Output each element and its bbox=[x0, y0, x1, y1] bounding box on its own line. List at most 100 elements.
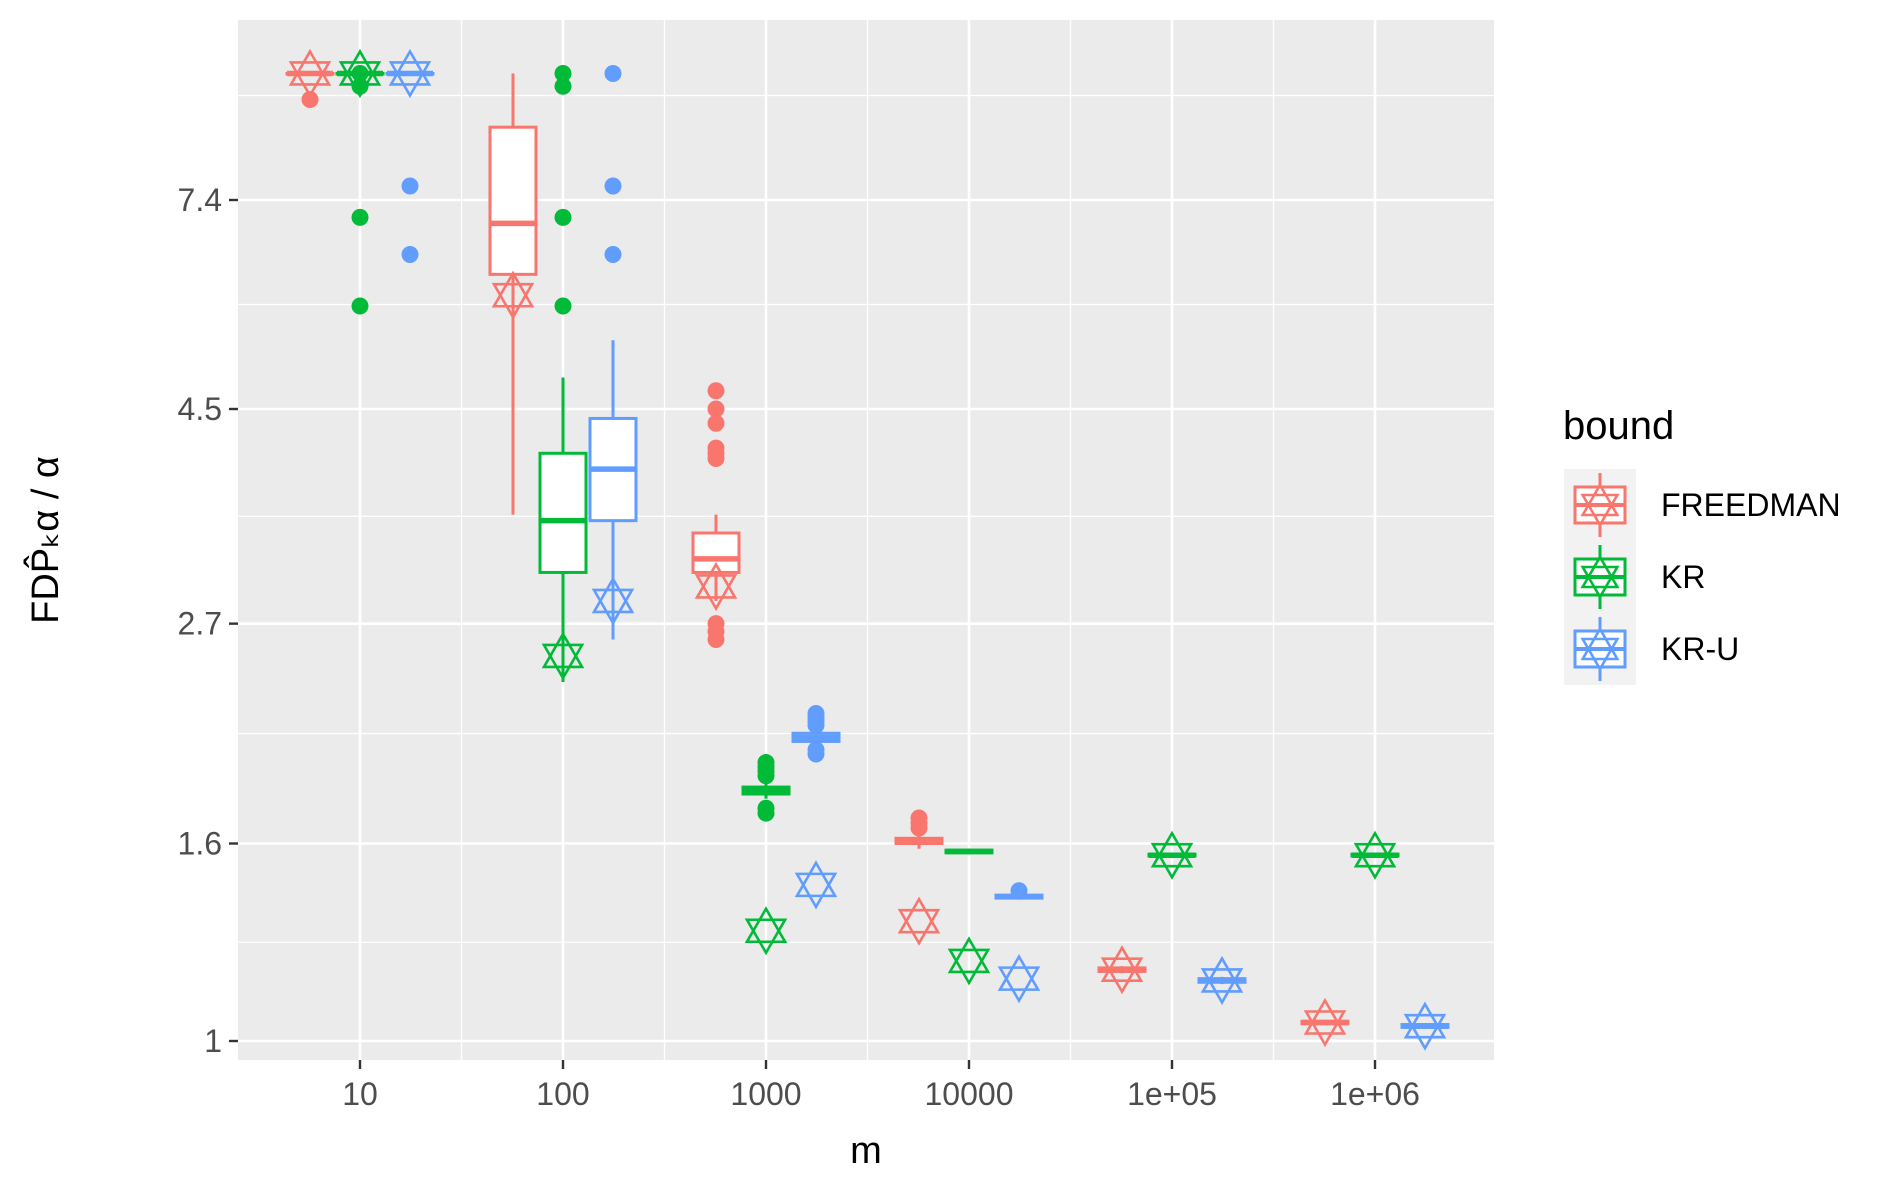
mean-marker bbox=[694, 561, 738, 612]
outlier-point bbox=[604, 177, 622, 195]
mean-marker-triangle-down bbox=[591, 588, 635, 626]
mean-marker-triangle-up bbox=[338, 48, 382, 86]
mean-marker-triangle-up bbox=[694, 561, 738, 599]
outlier-point bbox=[401, 177, 419, 195]
outlier-point bbox=[910, 809, 928, 827]
mean-marker bbox=[388, 48, 432, 99]
outlier-point bbox=[807, 741, 825, 759]
outlier-point bbox=[807, 705, 825, 723]
y-tick-label: 2.7 bbox=[178, 606, 222, 642]
mean-marker-triangle-up bbox=[1150, 830, 1194, 868]
box bbox=[538, 451, 588, 574]
mean-marker bbox=[1403, 1001, 1447, 1051]
box-group bbox=[385, 48, 435, 263]
mean-marker bbox=[897, 896, 941, 946]
x-axis: 10 100 1000 10000 1e+05 1e+06 bbox=[342, 1060, 1420, 1112]
series-kr-u bbox=[385, 48, 1450, 1051]
box-group bbox=[894, 809, 944, 946]
outlier-point bbox=[604, 64, 622, 82]
mean-marker-triangle-up bbox=[491, 270, 535, 308]
mean-marker-triangle-down bbox=[744, 918, 788, 956]
x-axis-title: m bbox=[850, 1130, 882, 1172]
legend-key-freedman bbox=[1564, 469, 1636, 541]
mean-marker-triangle-up bbox=[947, 936, 991, 974]
grid-minor bbox=[238, 20, 1494, 1060]
box-group bbox=[588, 64, 638, 640]
mean-marker-triangle-down bbox=[388, 61, 432, 99]
mean-marker-triangle-up bbox=[1580, 554, 1620, 589]
mean-marker-triangle-down bbox=[1100, 957, 1144, 995]
legend: bound FREEDMAN KR KR-U bbox=[1563, 404, 1841, 685]
mean-marker bbox=[1100, 945, 1144, 995]
x-tick-label: 100 bbox=[536, 1076, 589, 1112]
mean-marker-triangle-up bbox=[1403, 1001, 1447, 1039]
box-group bbox=[1147, 830, 1197, 880]
outlier-point bbox=[401, 245, 419, 263]
outlier-point bbox=[554, 297, 572, 315]
outlier-point bbox=[604, 245, 622, 263]
chart-marks bbox=[285, 48, 1450, 1051]
mean-marker bbox=[1580, 554, 1620, 600]
outlier-point bbox=[554, 64, 572, 82]
mean-marker-triangle-down bbox=[1200, 968, 1244, 1006]
mean-marker bbox=[1580, 482, 1620, 528]
mean-marker-triangle-down bbox=[338, 61, 382, 99]
box bbox=[488, 125, 538, 276]
y-axis: 1 1.6 2.7 4.5 7.4 bbox=[178, 182, 238, 1059]
legend-title: bound bbox=[1563, 404, 1674, 448]
x-tick-label: 1e+05 bbox=[1127, 1076, 1217, 1112]
box-group bbox=[791, 705, 841, 910]
mean-marker-triangle-down bbox=[694, 574, 738, 612]
mean-marker bbox=[1580, 626, 1620, 672]
outlier-point bbox=[707, 400, 725, 418]
box-group bbox=[335, 48, 385, 315]
box-group bbox=[741, 754, 791, 956]
mean-marker-triangle-down bbox=[1580, 637, 1620, 672]
mean-marker-triangle-down bbox=[1580, 493, 1620, 528]
mean-marker bbox=[794, 860, 838, 910]
mean-marker-triangle-down bbox=[1580, 565, 1620, 600]
mean-marker-triangle-up bbox=[1580, 482, 1620, 517]
box-group bbox=[691, 382, 741, 649]
mean-marker-triangle-up bbox=[1100, 945, 1144, 982]
mean-marker-triangle-up bbox=[897, 896, 941, 934]
y-axis-title-label: FDP̂ₖα / α bbox=[23, 456, 67, 624]
mean-marker bbox=[338, 48, 382, 99]
series-freedman bbox=[285, 48, 1350, 1048]
mean-marker bbox=[1150, 830, 1194, 880]
mean-marker-triangle-up bbox=[1303, 997, 1347, 1035]
mean-marker bbox=[288, 48, 332, 99]
mean-marker-triangle-up bbox=[388, 48, 432, 86]
mean-marker bbox=[491, 270, 535, 320]
outlier-point bbox=[707, 414, 725, 432]
box bbox=[691, 531, 741, 574]
y-tick-label: 7.4 bbox=[178, 182, 222, 218]
legend-label: KR bbox=[1661, 559, 1705, 595]
outlier-point bbox=[707, 382, 725, 400]
mean-marker bbox=[1303, 997, 1347, 1048]
box-group bbox=[944, 848, 994, 986]
outlier-point bbox=[351, 208, 369, 226]
mean-marker bbox=[997, 954, 1041, 1004]
mean-marker-triangle-down bbox=[947, 948, 991, 986]
legend-key-kr-u bbox=[1564, 613, 1636, 685]
mean-marker bbox=[1353, 830, 1397, 880]
mean-marker bbox=[591, 576, 635, 626]
mean-marker bbox=[541, 631, 585, 681]
mean-marker-triangle-down bbox=[897, 908, 941, 946]
mean-marker-triangle-down bbox=[1150, 842, 1194, 880]
outlier-point bbox=[707, 439, 725, 457]
mean-marker-triangle-down bbox=[794, 872, 838, 910]
outlier-point bbox=[351, 297, 369, 315]
box-group bbox=[1350, 830, 1400, 880]
grid-major bbox=[238, 20, 1494, 1060]
mean-marker bbox=[947, 936, 991, 986]
mean-marker-triangle-down bbox=[997, 966, 1041, 1004]
box-group bbox=[1197, 955, 1247, 1006]
legend-key-kr bbox=[1564, 541, 1636, 613]
mean-marker-triangle-up bbox=[288, 48, 332, 86]
box-group bbox=[1097, 945, 1147, 995]
mean-marker-triangle-up bbox=[1200, 955, 1244, 993]
legend-label: KR-U bbox=[1661, 631, 1739, 667]
